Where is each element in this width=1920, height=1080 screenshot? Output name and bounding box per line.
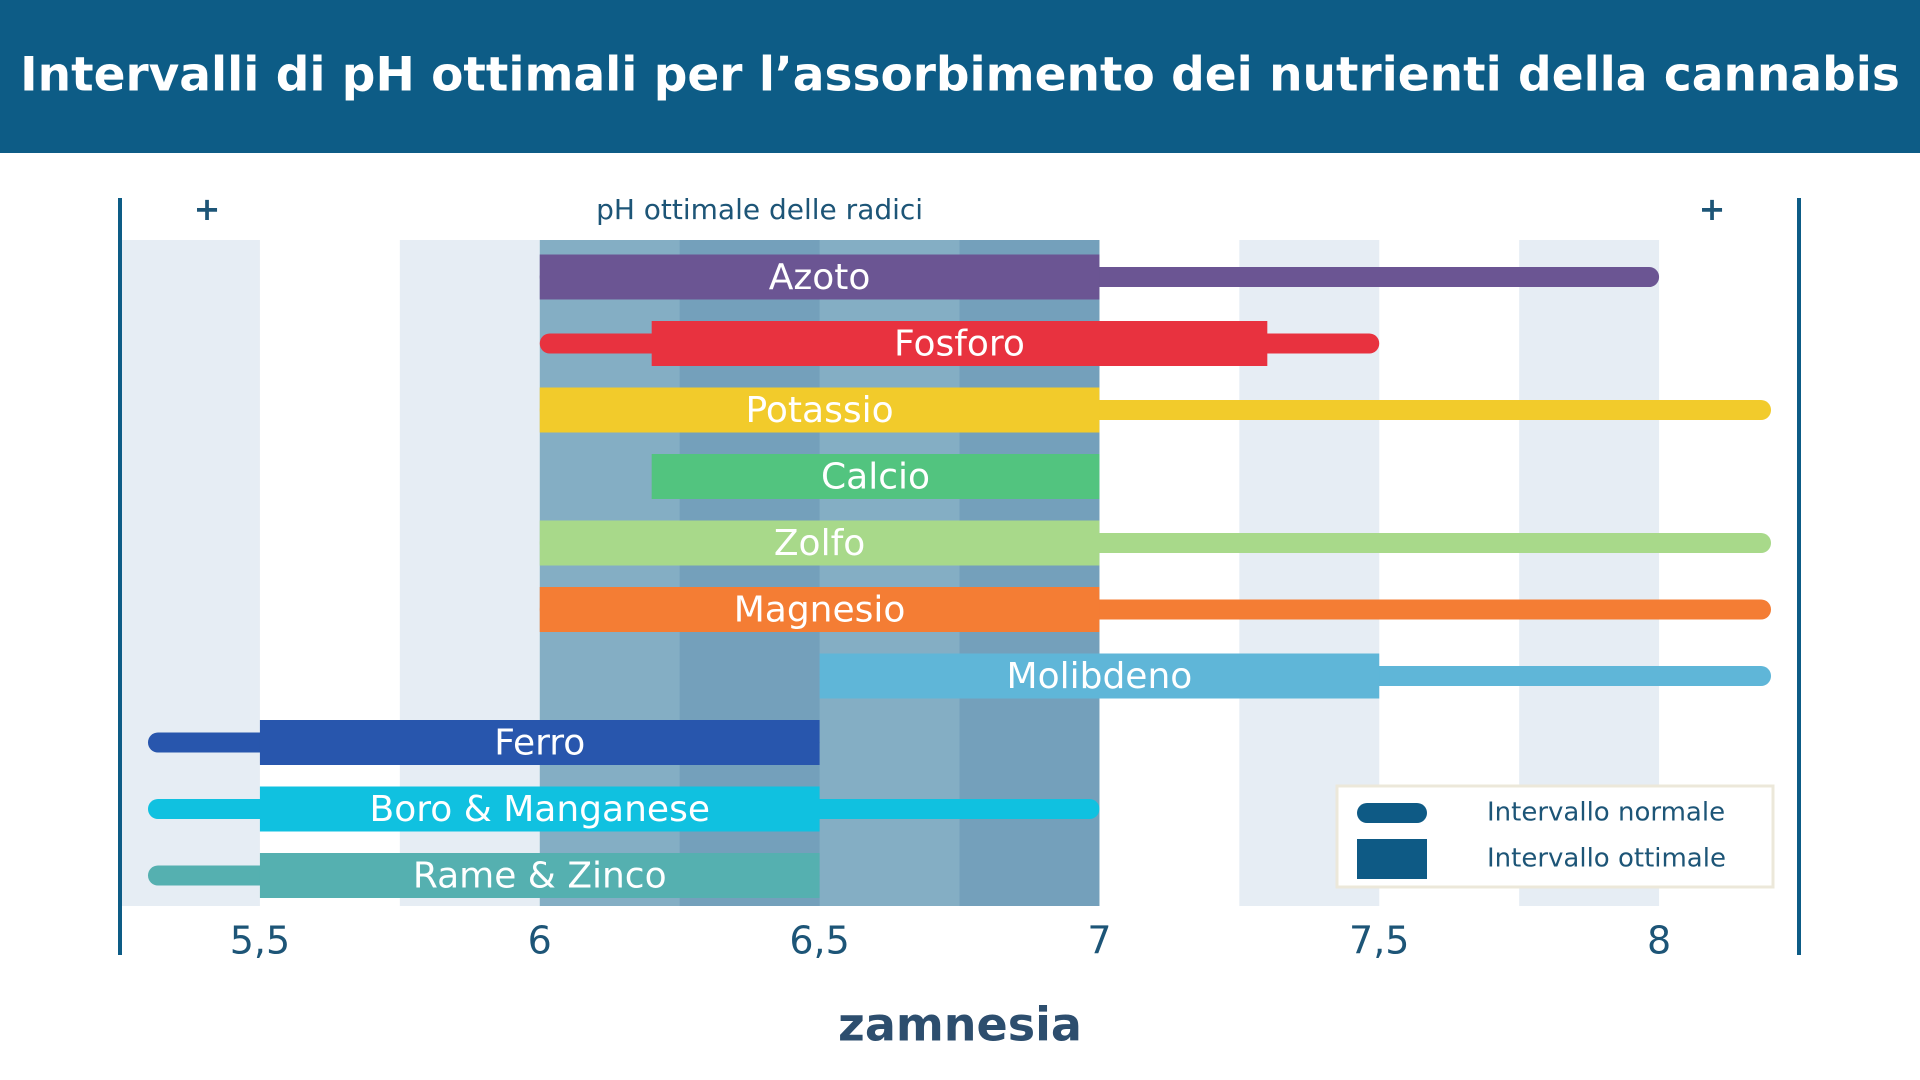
series-label: Rame & Zinco <box>413 856 667 897</box>
series-label: Zolfo <box>774 523 865 564</box>
optimal-range <box>259 853 820 898</box>
x-tick-label: 5,5 <box>230 919 290 963</box>
series-label: Fosforo <box>894 324 1025 365</box>
chart-title: Intervalli di pH ottimali per l’assorbim… <box>20 48 1900 103</box>
optimal-range <box>539 520 1100 566</box>
x-tick-label: 8 <box>1647 919 1671 963</box>
optimal-range <box>259 786 820 832</box>
optimal-range <box>539 387 1100 433</box>
legend-label: Intervallo ottimale <box>1487 844 1726 874</box>
optimal-range <box>651 454 1100 499</box>
legend-label: Intervallo normale <box>1487 798 1725 828</box>
header-bar <box>0 0 1920 153</box>
legend-optimal-symbol <box>1357 839 1427 879</box>
optimal-range <box>259 720 820 765</box>
zone-label: pH ottimale delle radici <box>596 193 923 226</box>
optimal-range <box>539 254 1100 300</box>
series-label: Potassio <box>745 390 893 431</box>
series-label: Calcio <box>821 457 930 498</box>
series-label: Molibdeno <box>1007 656 1193 697</box>
legend-normal-symbol <box>1357 803 1427 823</box>
logo: zamnesia <box>838 998 1082 1052</box>
x-tick-label: 6 <box>528 919 552 963</box>
optimal-range <box>539 587 1100 632</box>
x-tick-label: 7 <box>1087 919 1111 963</box>
optimal-range <box>819 653 1380 699</box>
series-label: Magnesio <box>734 590 906 631</box>
optimal-range <box>651 321 1268 366</box>
series-label: Ferro <box>494 723 585 764</box>
background-stripe <box>120 240 260 906</box>
plus-marker: + <box>194 190 221 228</box>
plus-marker: + <box>1699 190 1726 228</box>
series-label: Boro & Manganese <box>370 789 710 830</box>
x-tick-label: 6,5 <box>789 919 849 963</box>
series-label: Azoto <box>769 257 871 298</box>
x-tick-label: 7,5 <box>1349 919 1409 963</box>
